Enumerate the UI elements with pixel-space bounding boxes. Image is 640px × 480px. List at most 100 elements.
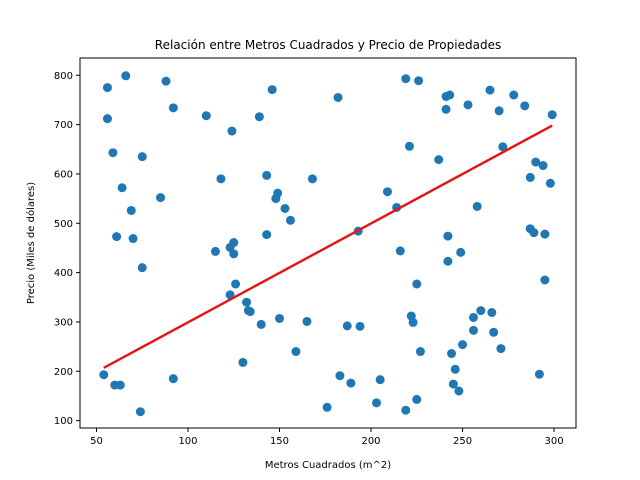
data-point [99,370,109,380]
data-point [242,297,252,307]
data-point [534,369,544,379]
y-axis-ticks: 100 200 300 400 500 600 700 800 [54,71,80,427]
data-point [210,246,220,256]
x-tick-label: 150 [270,436,289,447]
trend-line-core [103,125,553,369]
data-point [285,215,295,225]
data-point [245,307,255,317]
data-point [487,308,497,318]
data-point [128,234,138,244]
data-point [102,83,112,93]
data-point [238,357,248,367]
data-point [412,394,422,404]
data-point [485,85,495,95]
data-point [126,205,136,215]
data-point [520,101,530,111]
data-point [434,155,444,165]
data-point [229,249,239,259]
data-point [463,100,473,110]
data-point [262,170,272,180]
data-point [115,380,125,390]
y-tick-label: 100 [54,416,73,427]
y-tick-label: 200 [54,367,73,378]
data-point [135,407,145,417]
data-point [137,263,147,273]
data-point [254,112,264,122]
data-point [342,321,352,331]
data-point [472,201,482,211]
data-point [540,229,550,239]
data-point [454,386,464,396]
data-point [117,183,127,193]
data-point [108,148,118,158]
data-point [274,313,284,323]
data-point [529,228,539,238]
data-point [231,279,241,289]
data-point [346,378,356,388]
x-tick-label: 200 [361,436,380,447]
data-point [445,90,455,100]
data-point [137,152,147,162]
data-point [267,85,277,95]
data-point [201,111,211,121]
data-point [168,374,178,384]
data-point [102,114,112,124]
data-point [540,275,550,285]
data-point [441,104,451,114]
data-point [156,193,166,203]
data-point [216,174,226,184]
data-points [99,71,557,417]
data-point [335,371,345,381]
data-point [256,319,266,329]
y-axis-title: Precio (Miles de dólares) [25,182,37,304]
data-point [395,246,405,256]
y-tick-label: 600 [54,169,73,180]
data-point [408,317,418,327]
data-point [291,347,301,357]
data-point [262,230,272,240]
data-point [333,92,343,102]
y-tick-label: 400 [54,268,73,279]
data-point [458,340,468,350]
data-point [404,141,414,151]
data-point [476,306,486,316]
data-point [456,247,466,257]
y-tick-label: 800 [54,71,73,82]
data-point [401,74,411,84]
y-tick-label: 500 [54,219,73,230]
data-point [496,344,506,354]
data-point [494,106,504,116]
data-point [547,110,557,120]
data-point [382,187,392,197]
data-point [121,71,131,81]
data-point [355,321,365,331]
data-point [273,188,283,198]
data-point [161,76,171,86]
data-point [443,256,453,266]
data-point [545,178,555,188]
data-point [227,126,237,136]
data-point [280,203,290,213]
data-point [443,231,453,241]
data-point [450,364,460,374]
data-point [489,327,499,337]
data-point [168,103,178,113]
x-axis-title: Metros Cuadrados (m^2) [265,460,391,471]
data-point [401,405,411,415]
trend-line [103,124,553,369]
data-point [375,375,385,385]
data-point [538,161,548,171]
data-point [469,312,479,322]
x-tick-label: 300 [544,436,563,447]
data-point [414,76,424,86]
data-point [307,174,317,184]
data-point [302,316,312,326]
data-point [412,279,422,289]
x-tick-label: 50 [90,436,103,447]
data-point [372,398,382,408]
data-point [229,238,239,248]
data-point [498,142,508,152]
data-point [509,90,519,100]
plot-area-frame [79,57,577,429]
